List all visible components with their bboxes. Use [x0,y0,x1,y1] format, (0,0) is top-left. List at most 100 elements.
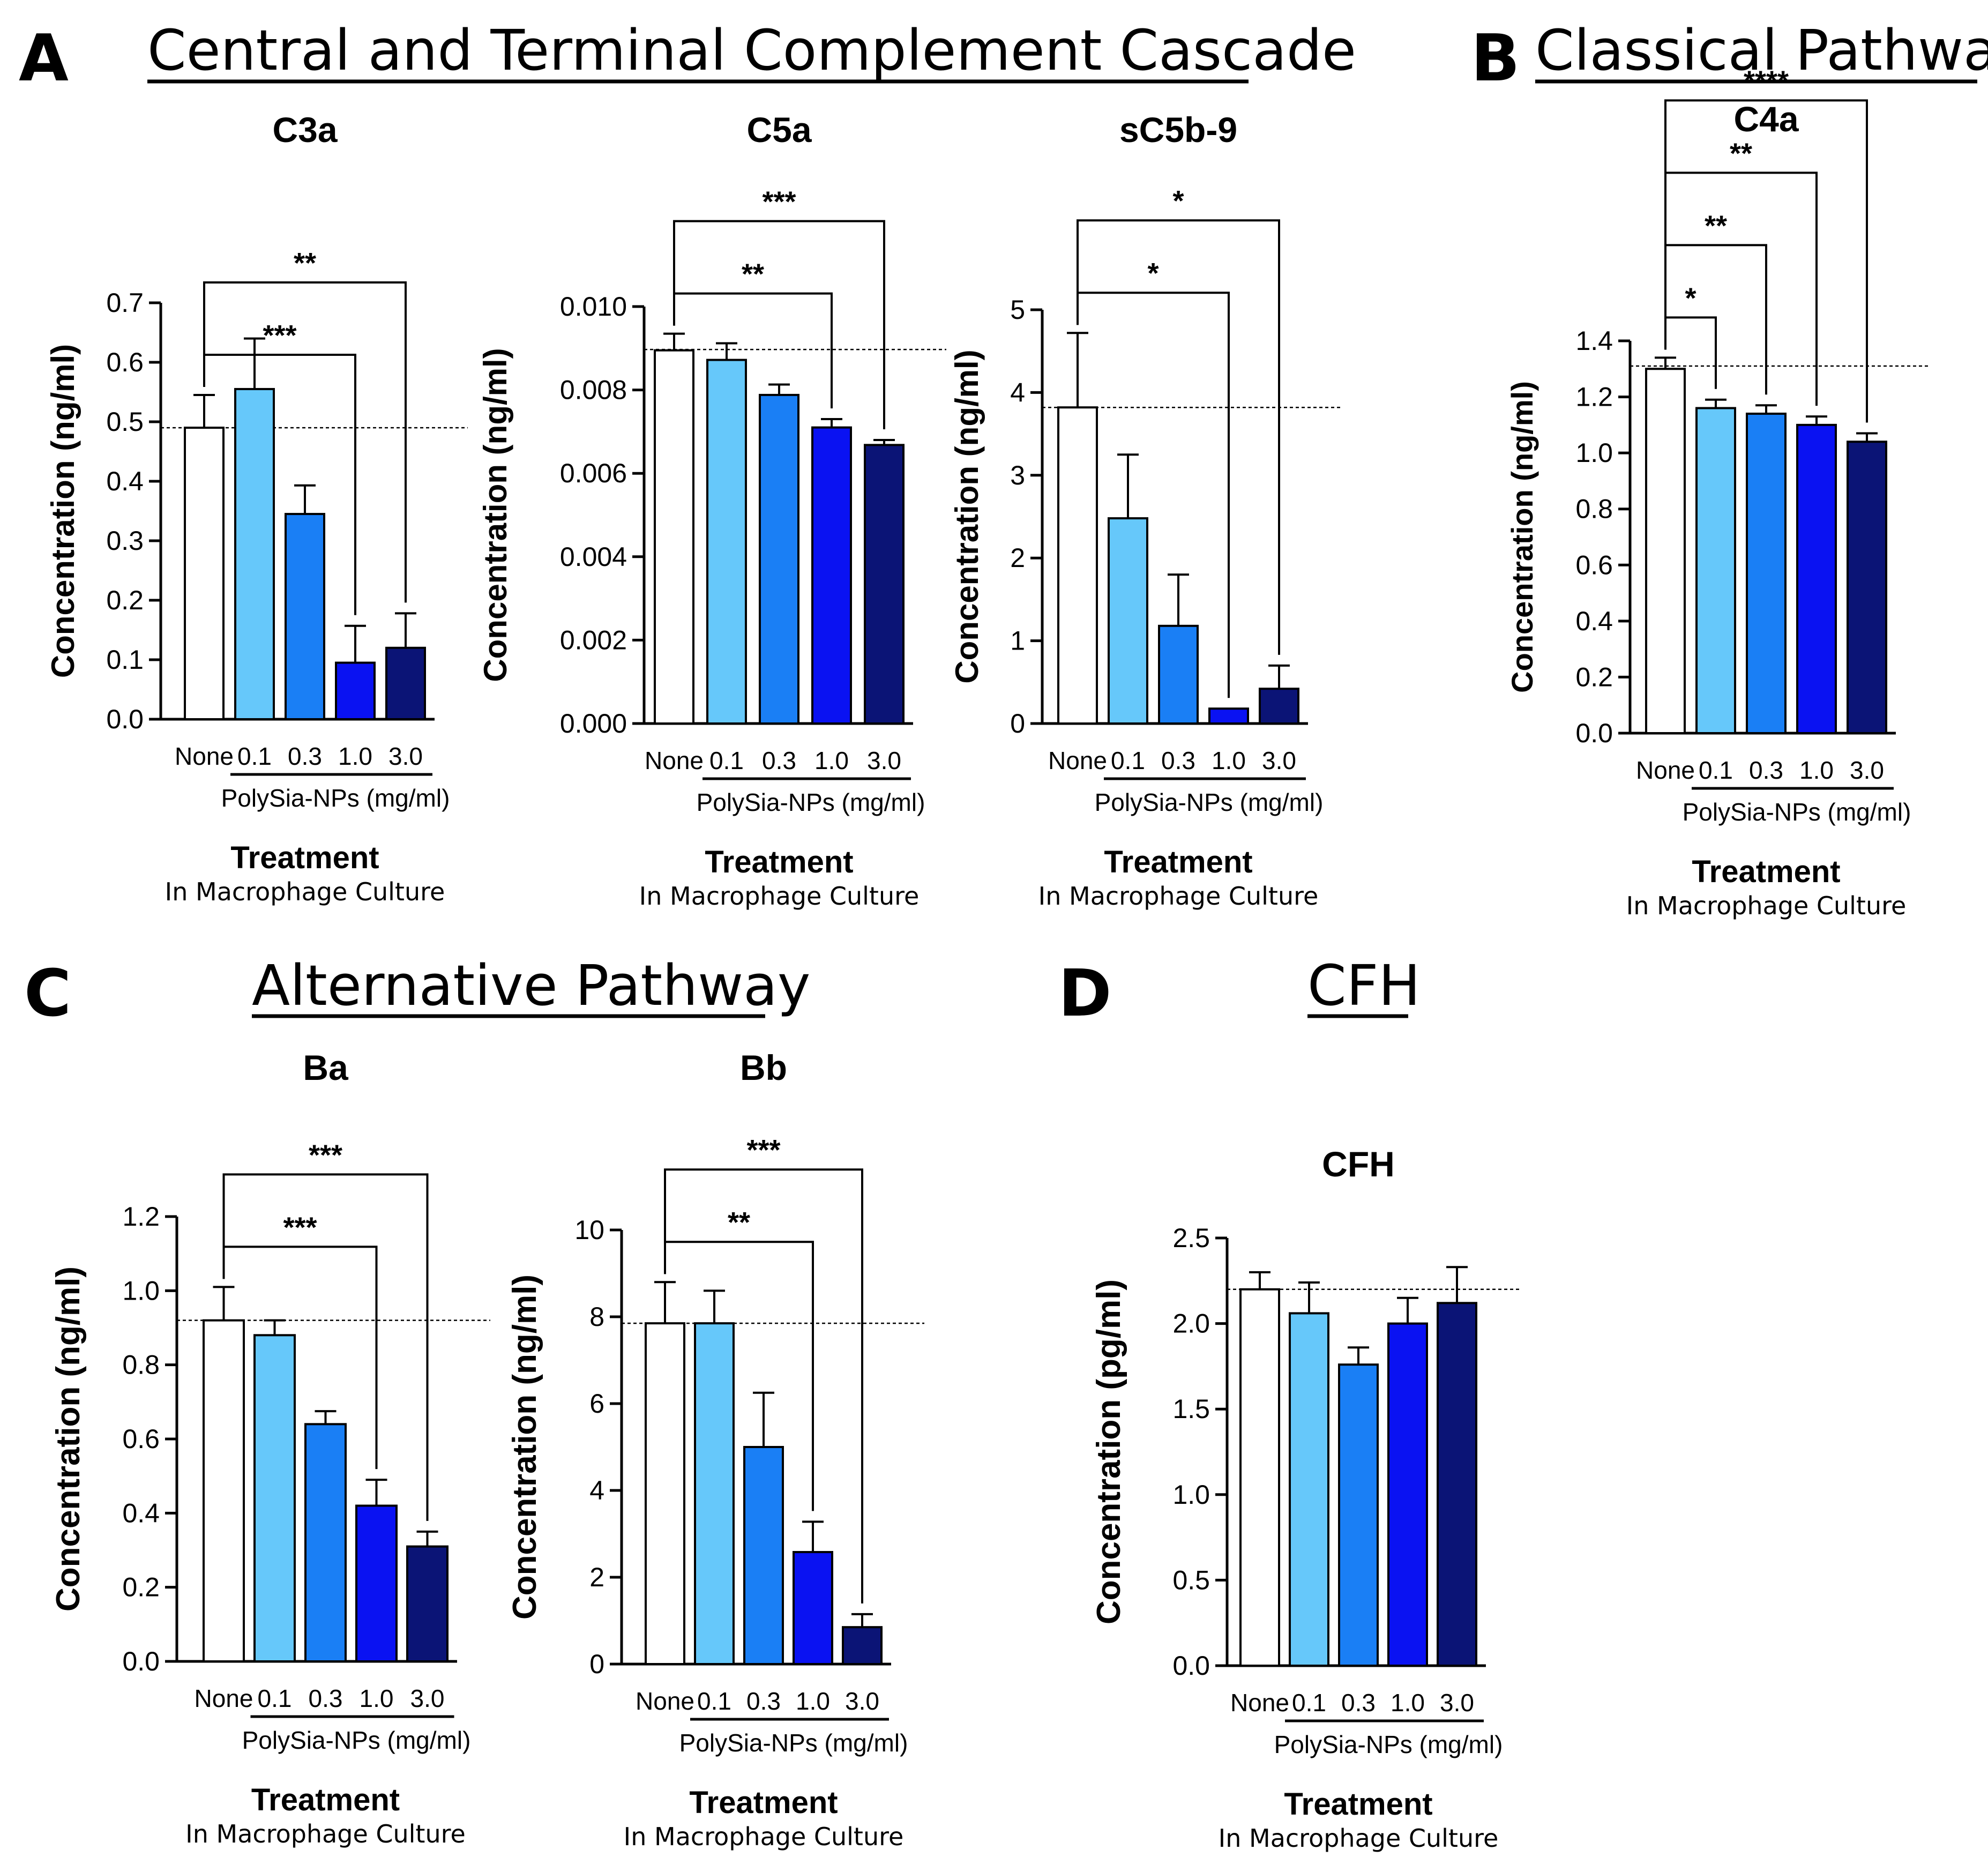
c3a-ytick-label-2: 0.2 [106,585,144,615]
ba-bracket-0 [222,1246,378,1470]
c3a-bar-3 [335,661,376,721]
c5a-xtick-label-4: 3.0 [867,747,901,774]
c3a-title: C3a [272,110,338,150]
cfh-bar-1 [1289,1312,1329,1667]
bb-ytick-label-3: 6 [589,1389,604,1419]
sc5b9-ytick-label-5: 5 [1010,295,1025,325]
cfh-ytick-label-1: 0.5 [1172,1565,1210,1595]
panel-b-title: Classical Pathway [1535,18,1988,83]
c3a-bar-4 [385,646,426,721]
cfh-xtick-label-0: None [1230,1689,1289,1717]
c4a-ytick-label-4: 0.8 [1575,494,1613,524]
sc5b9-ytick-label-1: 1 [1010,626,1025,656]
ba-bar-3 [355,1504,398,1662]
bb-treatment-sub: In Macrophage Culture [624,1822,904,1851]
c5a-ytick-label-4: 0.008 [560,375,627,405]
c4a-bar-2 [1746,412,1787,734]
cfh-treatment-sub: In Macrophage Culture [1219,1824,1499,1853]
sc5b9-bar-0 [1057,406,1098,725]
c5a-bar-4 [864,444,905,725]
c4a-xtick-label-4: 3.0 [1850,756,1884,784]
c5a-title: C5a [746,110,812,150]
c5a-bracket-1 [673,220,885,429]
sc5b9-xtick-label-2: 0.3 [1161,747,1195,774]
ba-bracket-stars-1: *** [309,1139,342,1171]
panel-b-letter: B [1471,21,1520,96]
c5a-bracket-stars-1: *** [762,186,796,218]
sc5b9-xtick-label-0: None [1048,747,1107,774]
ba-group-label: PolySia-NPs (mg/ml) [242,1726,471,1754]
c5a-xtick-label-3: 1.0 [814,747,849,774]
cfh-ytick-label-4: 2.0 [1172,1309,1210,1339]
ba-bracket-1 [222,1173,429,1521]
ba-bar-2 [304,1423,347,1662]
sc5b9-treatment-label: Treatment [1104,845,1252,879]
c5a-bracket-0 [673,292,833,409]
bb-xtick-label-1: 0.1 [697,1687,731,1715]
c3a-group-label: PolySia-NPs (mg/ml) [221,784,450,812]
panel-c-title: Alternative Pathway [252,953,810,1018]
sc5b9-ytick-label-4: 4 [1010,377,1025,407]
ba-ytick-label-4: 0.8 [122,1350,160,1380]
c5a-bar-0 [654,349,694,725]
bb-xtick-label-4: 3.0 [845,1687,879,1715]
bb-bar-3 [793,1551,833,1666]
c4a-ytick-label-5: 1.0 [1575,438,1613,468]
bb-bracket-1 [664,1168,863,1604]
c4a-title: C4a [1733,99,1799,139]
c4a-xtick-label-1: 0.1 [1699,756,1733,784]
sc5b9-ytick-label-0: 0 [1010,709,1025,739]
cfh-xtick-label-3: 1.0 [1391,1689,1425,1717]
cfh-xtick-label-4: 3.0 [1440,1689,1474,1717]
ba-xtick-label-4: 3.0 [410,1684,445,1712]
sc5b9-bar-4 [1259,688,1299,725]
cfh-ytick-label-3: 1.5 [1172,1394,1210,1424]
panel-a-title: Central and Terminal Complement Cascade [147,18,1356,83]
ba-ytick-label-3: 0.6 [122,1424,160,1454]
c4a-bar-3 [1796,423,1837,734]
cfh-ylabel: Concentration (pg/ml) [1090,1279,1127,1624]
cfh-ytick-label-5: 2.5 [1172,1223,1210,1253]
sc5b9-xtick-label-3: 1.0 [1212,747,1246,774]
c5a-ytick-label-2: 0.004 [560,542,627,572]
c5a-ytick-label-1: 0.002 [560,625,627,655]
c5a-ytick-label-0: 0.000 [560,709,627,739]
chart-bb: Bb 0 2 4 6 8 10 Concentration (ng/ml) None 0.1 0.3… [506,1048,924,1851]
chart-c3a: C3a 0.0 0.1 0.2 0.3 0.4 0.5 0.6 0.7 Concentration… [45,110,468,906]
c4a-treatment-label: Treatment [1692,854,1840,889]
bb-ytick-label-0: 0 [589,1649,604,1679]
cfh-bar-0 [1239,1288,1280,1667]
cfh-bar-2 [1338,1363,1379,1667]
c4a-ytick-label-1: 0.2 [1575,662,1613,692]
ba-bracket-stars-0: *** [283,1211,317,1243]
c5a-ytick-label-5: 0.010 [560,292,627,322]
panel-c-letter: C [24,957,71,1031]
cfh-treatment-label: Treatment [1284,1787,1432,1822]
ba-xtick-label-2: 0.3 [309,1684,343,1712]
bb-title: Bb [740,1048,787,1087]
c4a-ytick-label-6: 1.2 [1575,382,1613,412]
bb-bracket-stars-1: *** [746,1134,780,1166]
c3a-xtick-label-3: 1.0 [338,742,372,770]
c4a-ytick-label-2: 0.4 [1575,606,1613,636]
bb-bar-1 [694,1322,735,1665]
cfh-ytick-label-0: 0.0 [1172,1651,1210,1681]
c5a-bar-2 [759,393,799,725]
bb-xtick-label-2: 0.3 [746,1687,781,1715]
c3a-treatment-label: Treatment [230,840,379,875]
ba-xtick-label-3: 1.0 [360,1684,394,1712]
c5a-treatment-sub: In Macrophage Culture [639,882,920,911]
cfh-group-label: PolySia-NPs (mg/ml) [1274,1731,1503,1758]
sc5b9-bracket-stars-0: * [1147,257,1159,289]
c3a-bracket-1 [203,281,407,603]
c4a-treatment-sub: In Macrophage Culture [1626,891,1907,920]
c4a-bar-0 [1645,368,1686,734]
c3a-treatment-sub: In Macrophage Culture [165,877,445,906]
cfh-xtick-label-2: 0.3 [1341,1689,1376,1717]
c3a-ytick-label-3: 0.3 [106,526,144,556]
ba-xtick-label-0: None [195,1684,253,1712]
bb-ytick-label-5: 10 [574,1215,604,1245]
c4a-group-label: PolySia-NPs (mg/ml) [1683,798,1911,826]
bb-bracket-0 [664,1241,814,1511]
c3a-bar-2 [285,513,325,720]
